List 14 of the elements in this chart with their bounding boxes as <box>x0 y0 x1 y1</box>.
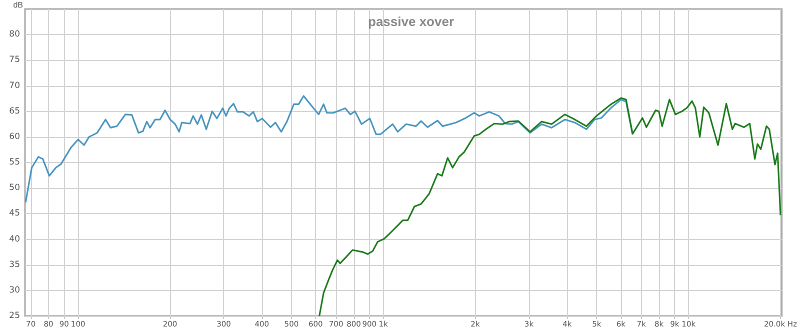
y-tick-label: 65 <box>9 106 20 116</box>
chart-title: passive xover <box>368 14 454 29</box>
y-tick-label: 30 <box>9 285 20 296</box>
y-tick-label: 70 <box>9 80 20 91</box>
y-tick-label: 60 <box>9 132 20 142</box>
y-tick-label: 25 <box>9 311 20 321</box>
y-tick-label: 50 <box>9 183 20 194</box>
y-tick-label: 80 <box>9 30 20 40</box>
y-tick-label: 75 <box>9 55 20 66</box>
y-tick-label: 40 <box>9 234 20 244</box>
y-tick-label: 45 <box>9 208 20 219</box>
y-tick-label: 55 <box>9 158 20 168</box>
y-axis-title: dB <box>13 0 23 10</box>
y-tick-label: 35 <box>9 260 20 270</box>
